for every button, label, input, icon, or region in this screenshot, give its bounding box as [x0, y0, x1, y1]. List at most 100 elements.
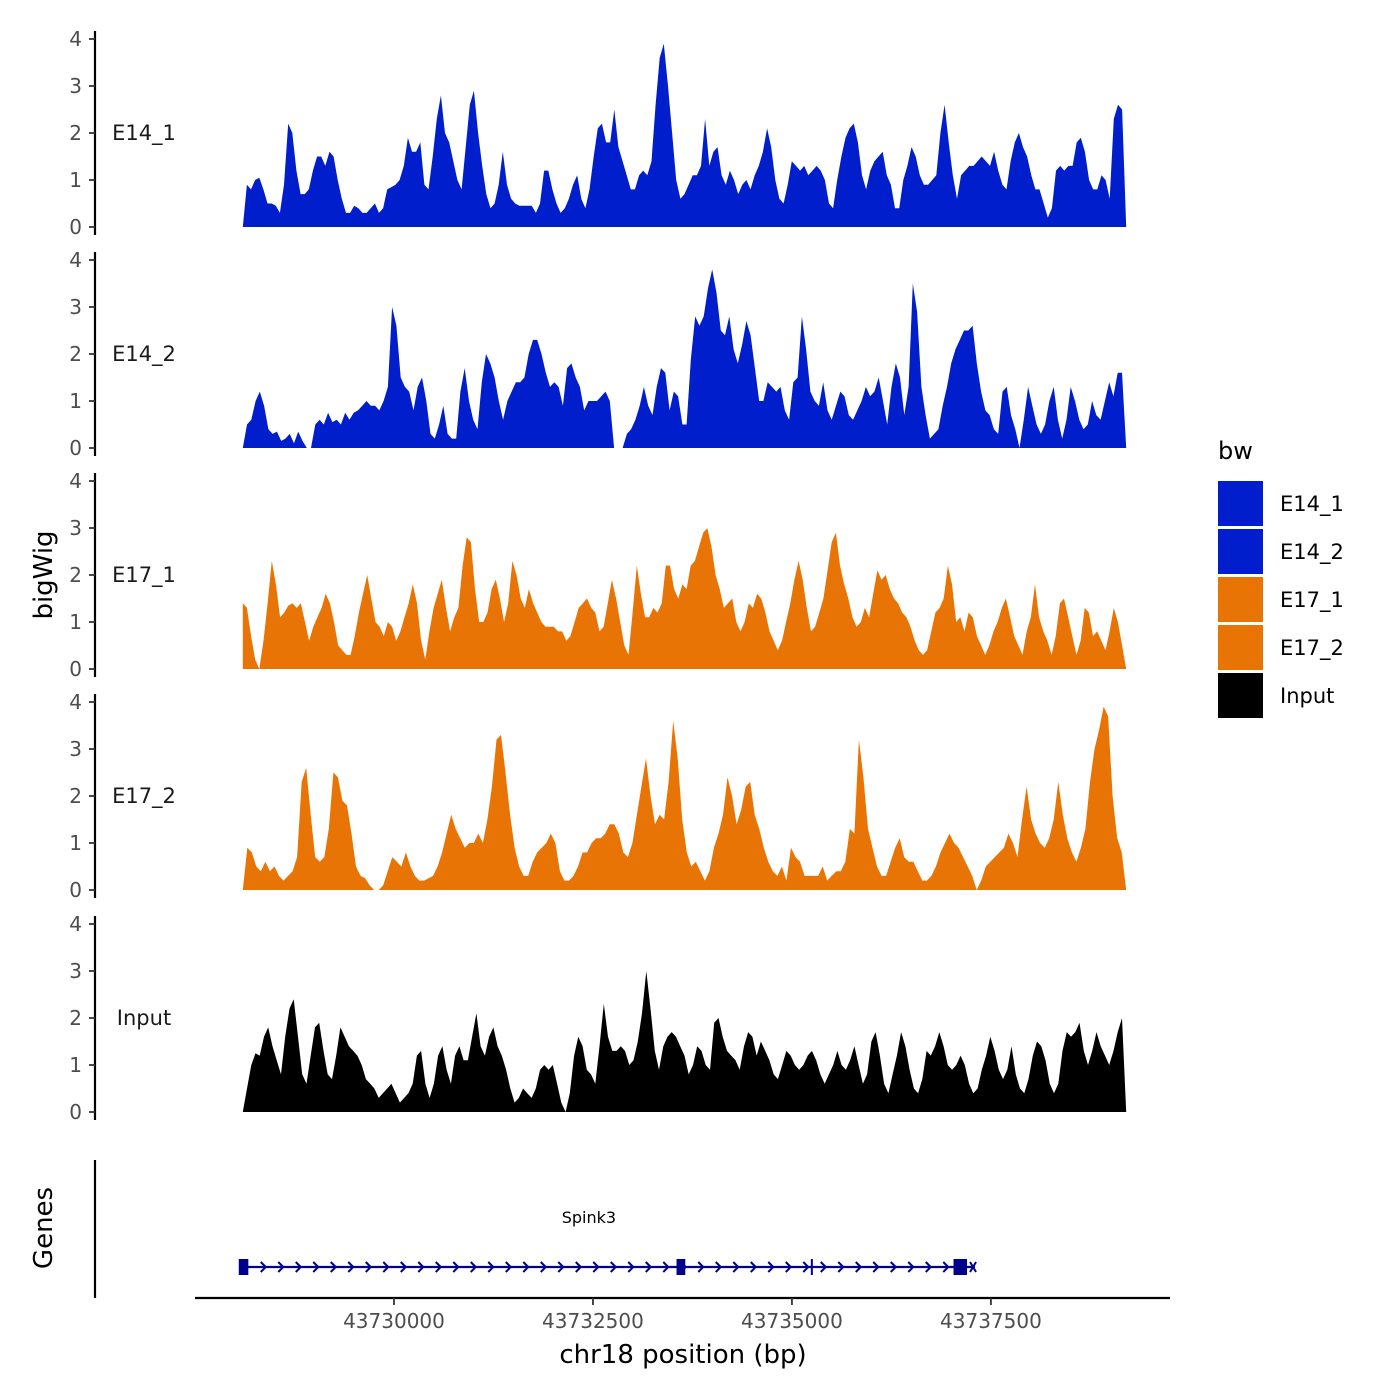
strand-arrow [400, 1261, 408, 1273]
legend: bw E14_1 E14_2 E17_1 E17_2 Input [1218, 437, 1344, 718]
y-tick-label: 4 [69, 912, 82, 936]
y-tick-label: 2 [69, 784, 82, 808]
y-tick-label: 1 [69, 389, 82, 413]
strand-arrow [365, 1261, 373, 1273]
x-tick-label: 43730000 [343, 1309, 445, 1333]
legend-entry-E17_2: E17_2 [1218, 625, 1344, 670]
strand-arrow [347, 1261, 355, 1273]
strand-arrow [907, 1261, 915, 1273]
gene-label: Spink3 [562, 1208, 616, 1227]
track-E14_2: 0 1 2 3 4 E14_2 [69, 248, 1127, 460]
track-label: Input [117, 1006, 171, 1030]
strand-arrow [277, 1261, 285, 1273]
exon [953, 1259, 968, 1275]
strand-arrow [610, 1261, 618, 1273]
legend-label: Input [1280, 684, 1334, 708]
coverage-area-E17_2 [242, 706, 1127, 890]
y-tick-label: 3 [69, 959, 82, 983]
y-tick-label: 0 [69, 878, 82, 902]
strand-arrow [312, 1261, 320, 1273]
track-E17_2: 0 1 2 3 4 E17_2 [69, 690, 1127, 902]
track-E14_1: 0 1 2 3 4 E14_1 [69, 27, 1127, 239]
y-tick-label: 0 [69, 215, 82, 239]
strand-arrow [855, 1261, 863, 1273]
gene-track: Spink3 [93, 1160, 977, 1298]
legend-label: E14_2 [1280, 540, 1344, 565]
coverage-area-Input [242, 971, 1127, 1112]
legend-entry-E14_2: E14_2 [1218, 529, 1344, 574]
legend-label: E17_2 [1280, 636, 1344, 661]
y-tick-label: 2 [69, 121, 82, 145]
y-tick-label: 0 [69, 1100, 82, 1124]
y-tick-label: 2 [69, 1006, 82, 1030]
y-tick-label: 4 [69, 248, 82, 272]
x-tick-label: 43735000 [741, 1309, 843, 1333]
strand-arrow [715, 1261, 723, 1273]
legend-label: E17_1 [1280, 588, 1344, 613]
legend-swatch [1218, 529, 1263, 574]
strand-arrow [662, 1261, 670, 1273]
strand-arrow [260, 1261, 268, 1273]
y-tick-label: 3 [69, 74, 82, 98]
coverage-area-E14_1 [242, 43, 1127, 228]
strand-arrow [925, 1261, 933, 1273]
strand-arrow [522, 1261, 530, 1273]
strand-arrow [645, 1261, 653, 1273]
strand-arrow [802, 1261, 810, 1273]
y-axis-title: bigWig [29, 530, 59, 619]
strand-arrow [785, 1261, 793, 1273]
bigwig-tracks: 0 1 2 3 4 E14_1 0 1 2 3 4 E14_2 0 1 2 3 4 E17_1 0 1 2 3 4 E17_2… [69, 27, 1127, 1124]
strand-arrow [557, 1261, 565, 1273]
legend-entry-E17_1: E17_1 [1218, 577, 1344, 622]
y-tick-label: 1 [69, 610, 82, 634]
strand-arrow [330, 1261, 338, 1273]
gene-track-title: Genes [29, 1187, 59, 1269]
strand-arrow [890, 1261, 898, 1273]
y-tick-label: 1 [69, 1053, 82, 1077]
strand-arrow [505, 1261, 513, 1273]
strand-arrow [872, 1261, 880, 1273]
x-tick-label: 43732500 [542, 1309, 644, 1333]
coverage-area-E17_1 [242, 528, 1127, 669]
strand-arrow [295, 1261, 303, 1273]
track-E17_1: 0 1 2 3 4 E17_1 [69, 469, 1127, 681]
exon [238, 1259, 249, 1275]
exon [676, 1259, 686, 1275]
x-axis-title: chr18 position (bp) [559, 1340, 806, 1370]
gene-Spink3: Spink3 [238, 1208, 977, 1275]
strand-arrow [592, 1261, 600, 1273]
strand-arrow [697, 1261, 705, 1273]
legend-swatch [1218, 481, 1263, 526]
track-label: E14_2 [112, 342, 176, 367]
legend-title: bw [1218, 437, 1253, 465]
x-tick-label: 43737500 [940, 1309, 1042, 1333]
coverage-area-E14_2 [242, 269, 1127, 448]
gene-end-mark [969, 1261, 977, 1273]
strand-arrow [627, 1261, 635, 1273]
y-tick-label: 4 [69, 27, 82, 51]
y-tick-label: 3 [69, 516, 82, 540]
track-label: E14_1 [112, 121, 176, 146]
strand-arrow [820, 1261, 828, 1273]
strand-arrow [470, 1261, 478, 1273]
y-tick-label: 4 [69, 690, 82, 714]
strand-arrow [382, 1261, 390, 1273]
strand-arrow [487, 1261, 495, 1273]
legend-swatch [1218, 673, 1263, 718]
strand-arrow [767, 1261, 775, 1273]
legend-entry-Input: Input [1218, 673, 1334, 718]
x-axis: 43730000 43732500 43735000 43737500 [195, 1296, 1170, 1333]
legend-swatch [1218, 577, 1263, 622]
y-tick-label: 3 [69, 737, 82, 761]
strand-arrow [750, 1261, 758, 1273]
strand-arrow [417, 1261, 425, 1273]
strand-arrow [435, 1261, 443, 1273]
y-tick-label: 0 [69, 436, 82, 460]
y-tick-label: 3 [69, 295, 82, 319]
legend-entry-E14_1: E14_1 [1218, 481, 1344, 526]
strand-arrow [452, 1261, 460, 1273]
y-tick-label: 2 [69, 342, 82, 366]
legend-label: E14_1 [1280, 492, 1344, 517]
y-tick-label: 2 [69, 563, 82, 587]
